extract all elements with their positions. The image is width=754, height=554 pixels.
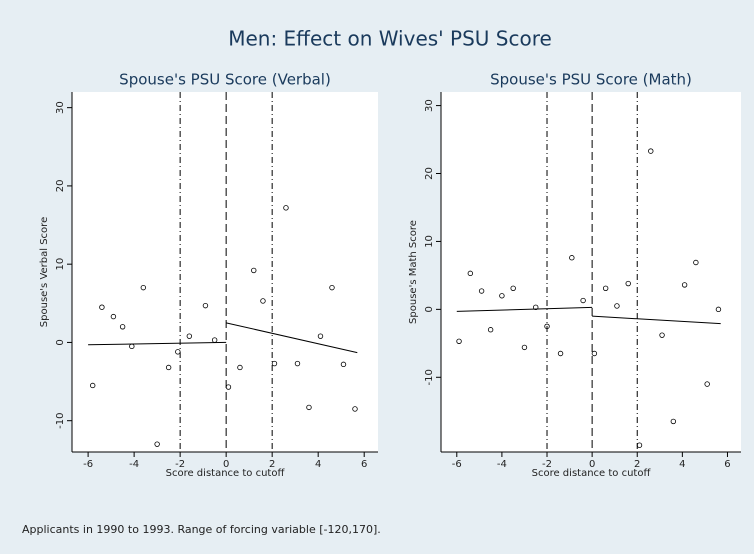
point: [99, 304, 105, 310]
point: [271, 360, 278, 367]
y-tick-label: -10: [424, 369, 435, 385]
point: [306, 404, 312, 411]
point: [659, 332, 665, 338]
point: [625, 280, 631, 287]
point: [715, 306, 722, 313]
x-tick-label: -2: [542, 459, 552, 470]
y-tick-label: 0: [55, 339, 66, 345]
point: [614, 303, 620, 309]
y-tick-label: 30: [55, 101, 66, 114]
y-tick-label: 20: [55, 180, 66, 193]
chart-title: Men: Effect on Wives' PSU Score: [228, 27, 552, 51]
point: [510, 285, 516, 292]
x-tick-label: 2: [634, 459, 640, 470]
point: [704, 381, 710, 387]
point: [636, 442, 643, 448]
plot-area: [441, 92, 741, 452]
point: [140, 284, 147, 291]
point: [329, 284, 335, 291]
point: [237, 364, 243, 371]
point: [580, 297, 586, 304]
x-tick-label: -2: [175, 459, 185, 470]
x-tick-label: 0: [589, 459, 595, 470]
plot-area: [72, 92, 378, 452]
panel-title: Spouse's PSU Score (Math): [490, 71, 692, 89]
x-tick-label: -6: [452, 459, 462, 470]
y-tick-label: 10: [424, 235, 435, 248]
point: [260, 298, 266, 304]
panel-title: Spouse's PSU Score (Verbal): [119, 71, 331, 89]
point: [340, 361, 347, 368]
point: [478, 288, 485, 294]
x-tick-label: 6: [361, 459, 367, 470]
y-tick-label: 30: [424, 99, 435, 112]
x-tick-label: -6: [83, 459, 93, 470]
x-tick-label: -4: [129, 459, 139, 470]
note: Applicants in 1990 to 1993. Range of for…: [22, 523, 381, 536]
x-tick-label: 4: [315, 459, 321, 470]
x-tick-label: -4: [497, 459, 507, 470]
point: [521, 344, 528, 351]
point: [557, 350, 564, 357]
point: [569, 255, 575, 261]
x-tick-label: 2: [269, 459, 275, 470]
point: [352, 406, 358, 412]
fit-line: [592, 315, 721, 325]
y-tick-label: 0: [424, 306, 435, 312]
point: [670, 418, 677, 425]
fit-line: [226, 322, 358, 354]
point: [90, 382, 96, 389]
point: [533, 304, 539, 311]
point: [119, 324, 126, 330]
point: [681, 282, 688, 288]
point: [317, 333, 324, 339]
point: [129, 343, 135, 350]
point: [499, 293, 505, 299]
point: [225, 384, 232, 390]
point: [202, 302, 209, 309]
point: [294, 360, 301, 367]
x-axis-label: Score distance to cutoff: [532, 468, 652, 479]
point: [693, 259, 699, 266]
point: [283, 205, 289, 211]
point: [456, 338, 462, 344]
point: [186, 333, 193, 339]
point: [467, 270, 474, 277]
point: [175, 349, 181, 355]
y-tick-label: 10: [55, 258, 66, 271]
point: [154, 441, 160, 447]
fit-line: [88, 341, 227, 346]
point: [487, 327, 494, 333]
point: [602, 285, 609, 292]
point: [110, 313, 117, 320]
x-tick-label: 0: [223, 459, 229, 470]
point: [165, 364, 172, 371]
point: [211, 337, 218, 343]
x-tick-label: 6: [724, 459, 730, 470]
point: [591, 350, 598, 357]
y-axis-label: Spouse's Math Score: [408, 220, 419, 324]
x-tick-label: 4: [679, 459, 685, 470]
x-axis-label: Score distance to cutoff: [166, 468, 286, 479]
point: [251, 267, 257, 274]
y-tick-label: -10: [55, 413, 66, 429]
point: [544, 323, 550, 330]
y-tick-label: 20: [424, 167, 435, 180]
fit-line: [456, 306, 593, 312]
y-axis-label: Spouse's Verbal Score: [39, 217, 50, 327]
point: [648, 148, 654, 154]
